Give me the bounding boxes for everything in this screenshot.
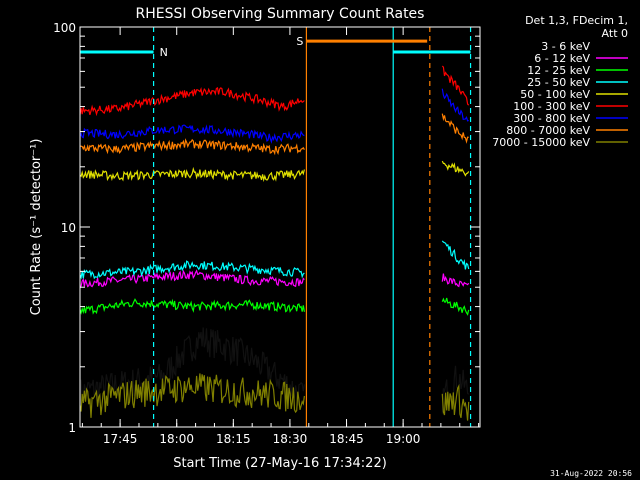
series-line-7000-15000-kev-segment-1 <box>79 373 305 418</box>
x-tick-label-2: 18:00 <box>159 432 194 446</box>
series-line-25-50-kev-segment-1 <box>79 260 305 280</box>
legend-label-50-100-kev: 50 - 100 keV <box>520 88 590 101</box>
series-line-12-25-kev-segment-2 <box>441 297 470 316</box>
legend-label-6-12-kev: 6 - 12 keV <box>534 52 590 65</box>
legend-header-line-2: Att 0 <box>602 27 628 40</box>
series-line-25-50-kev-segment-2 <box>441 240 470 270</box>
series-line-6-12-kev-segment-1 <box>79 269 305 289</box>
series-line-100-300-kev-segment-1 <box>79 86 305 117</box>
state-label-n: N <box>160 46 168 59</box>
series-line-800-7000-kev-segment-1 <box>79 138 305 156</box>
legend-label-7000-15000-kev: 7000 - 15000 keV <box>492 136 590 149</box>
state-label-s: S <box>296 35 303 48</box>
x-tick-label-1: 17:45 <box>103 432 138 446</box>
x-axis-label: Start Time (27-May-16 17:34:22) <box>173 456 387 471</box>
series-line-50-100-kev-segment-1 <box>79 166 305 183</box>
legend-label-3-6-kev: 3 - 6 keV <box>541 40 590 53</box>
series-line-12-25-kev-segment-1 <box>79 298 305 315</box>
series-line-7000-15000-kev-segment-2 <box>441 383 470 421</box>
y-tick-label-2: 10 <box>61 221 76 235</box>
legend-header-line-1: Det 1,3, FDecim 1, <box>525 14 628 27</box>
axis-layer: 17:45 18:00 18:15 18:30 18:45 19:00 1 10 100 <box>53 21 480 446</box>
x-tick-label-4: 18:30 <box>273 432 308 446</box>
x-tick-label-5: 18:45 <box>329 432 364 446</box>
series-line-50-100-kev-segment-2 <box>441 160 470 177</box>
timestamp-footer: 31-Aug-2022 20:56 <box>550 469 632 478</box>
legend-label-100-300-kev: 100 - 300 keV <box>513 100 590 113</box>
series-line-6-12-kev-segment-2 <box>441 273 470 288</box>
series-line-300-800-kev-segment-1 <box>79 124 305 144</box>
chart-title: RHESSI Observing Summary Count Rates <box>136 6 425 22</box>
y-axis-label: Count Rate (s⁻¹ detector⁻¹) <box>29 139 44 316</box>
series-line-300-800-kev-segment-2 <box>441 88 469 122</box>
y-tick-label-3: 100 <box>53 21 76 35</box>
series-line-3-6-kev-segment-1 <box>79 327 305 409</box>
legend-label-12-25-kev: 12 - 25 keV <box>527 64 590 77</box>
legend-label-300-800-kev: 300 - 800 keV <box>513 112 590 125</box>
x-tick-label-6: 19:00 <box>386 432 421 446</box>
legend-label-25-50-kev: 25 - 50 keV <box>527 76 590 89</box>
series-line-800-7000-kev-segment-2 <box>441 113 469 144</box>
plot-layer: NS <box>79 27 472 427</box>
series-line-3-6-kev-segment-2 <box>441 365 470 414</box>
x-tick-label-3: 18:15 <box>216 432 251 446</box>
series-line-100-300-kev-segment-2 <box>441 65 470 106</box>
y-tick-label-1: 1 <box>68 421 76 435</box>
legend-label-800-7000-kev: 800 - 7000 keV <box>506 124 590 137</box>
